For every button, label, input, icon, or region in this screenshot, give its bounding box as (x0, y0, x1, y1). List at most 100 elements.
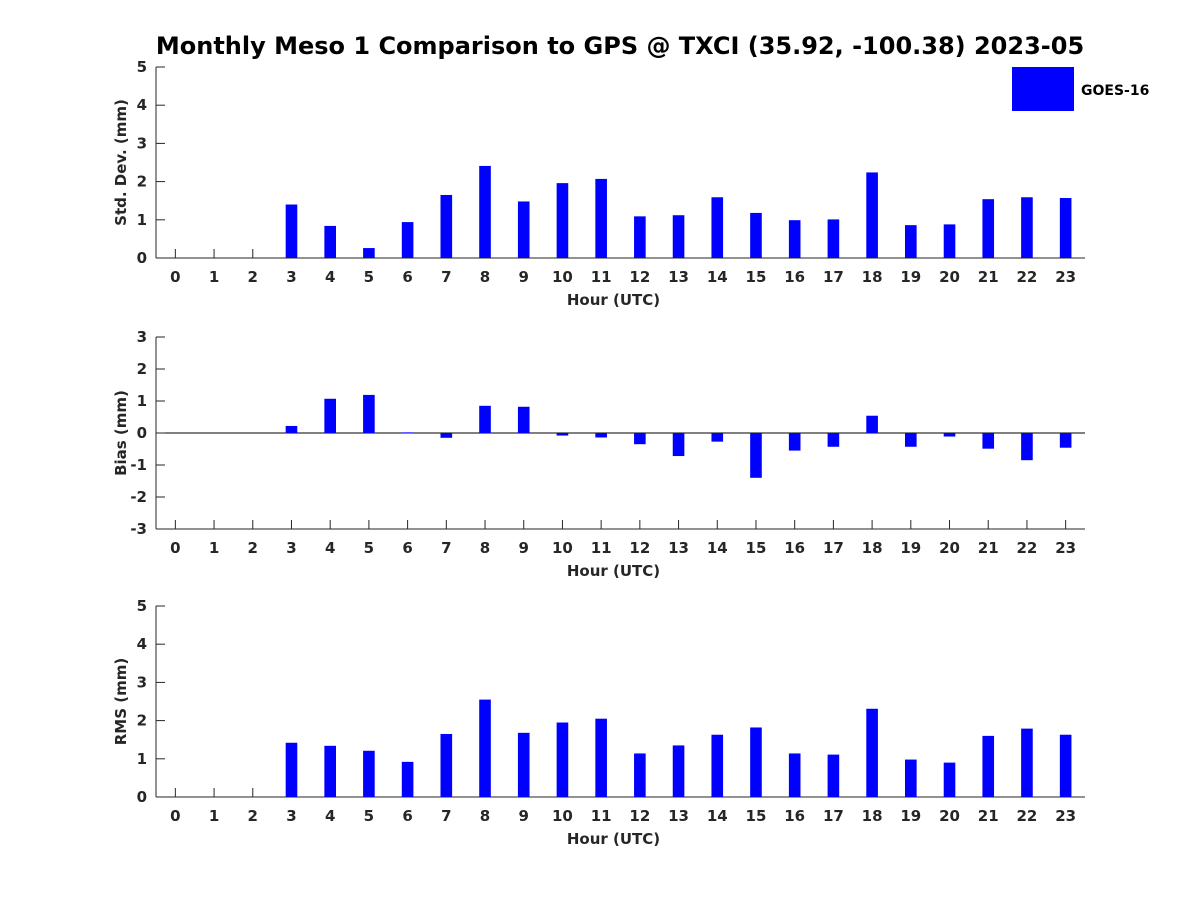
bias-x-tick-label: 6 (402, 539, 412, 557)
stddev-x-tick-label: 18 (862, 268, 883, 286)
stddev-x-tick-label: 20 (939, 268, 960, 286)
bias-x-tick-label: 3 (286, 539, 296, 557)
bias-bar-hour-17 (827, 433, 840, 447)
bias-bar-hour-14 (711, 433, 724, 442)
rms-x-tick-label: 10 (552, 807, 573, 825)
rms-x-tick-label: 19 (900, 807, 921, 825)
rms-x-tick-label: 7 (441, 807, 451, 825)
rms-x-tick-label: 20 (939, 807, 960, 825)
bias-x-tick-label: 16 (784, 539, 805, 557)
stddev-bar-hour-7 (440, 194, 453, 258)
rms-x-tick-label: 21 (978, 807, 999, 825)
stddev-y-axis-label: Std. Dev. (mm) (112, 99, 130, 226)
bias-x-tick-label: 1 (209, 539, 219, 557)
bias-x-tick-label: 4 (325, 539, 335, 557)
stddev-y-tick-label: 5 (137, 58, 147, 76)
rms-bar-hour-22 (1021, 728, 1033, 797)
rms-bar-hour-7 (440, 733, 453, 797)
legend-label: GOES-16 (1081, 83, 1149, 99)
rms-bar-hour-4 (324, 745, 336, 797)
stddev-bar-hour-3 (285, 204, 298, 258)
stddev-x-tick-label: 7 (441, 268, 451, 286)
rms-x-tick-label: 22 (1017, 807, 1038, 825)
rms-bar-hour-18 (866, 708, 878, 797)
stddev-x-tick-label: 23 (1055, 268, 1076, 286)
bias-bar-hour-10 (556, 433, 569, 436)
stddev-x-tick-label: 19 (900, 268, 921, 286)
stddev-bar-hour-19 (905, 225, 917, 258)
bias-y-tick-label: 2 (137, 360, 147, 378)
bias-bar-hour-19 (905, 433, 917, 447)
rms-bar-hour-5 (363, 750, 375, 797)
bias-x-tick-label: 11 (591, 539, 612, 557)
stddev-x-tick-label: 13 (668, 268, 689, 286)
stddev-x-tick-label: 16 (784, 268, 805, 286)
bias-y-tick-label: 3 (137, 328, 147, 346)
rms-y-tick-label: 3 (137, 673, 147, 691)
bias-x-tick-label: 13 (668, 539, 689, 557)
bias-x-axis-label: Hour (UTC) (567, 562, 660, 580)
bias-x-tick-label: 0 (170, 539, 180, 557)
stddev-bar-hour-15 (750, 212, 762, 258)
stddev-bar-hour-8 (479, 165, 491, 258)
rms-x-axis-label: Hour (UTC) (567, 830, 660, 848)
stddev-x-tick-label: 4 (325, 268, 335, 286)
bias-x-tick-label: 18 (862, 539, 883, 557)
bias-bar-hour-7 (440, 433, 453, 438)
bias-x-tick-label: 21 (978, 539, 999, 557)
stddev-bar-hour-4 (324, 225, 336, 258)
stddev-bar-hour-5 (363, 248, 375, 258)
bias-bar-hour-13 (672, 433, 685, 457)
stddev-bar-hour-14 (711, 197, 724, 258)
rms-x-tick-label: 13 (668, 807, 689, 825)
stddev-y-tick-label: 4 (137, 96, 147, 114)
rms-x-tick-label: 16 (784, 807, 805, 825)
bias-bar-hour-6 (401, 432, 414, 434)
rms-bar-hour-19 (905, 759, 917, 797)
stddev-bar-hour-12 (634, 216, 646, 258)
bias-y-tick-label: 0 (137, 424, 147, 442)
rms-bar-hour-15 (750, 727, 762, 797)
stddev-x-tick-label: 5 (364, 268, 374, 286)
bias-bar-hour-22 (1021, 433, 1033, 461)
bias-bar-hour-18 (866, 415, 878, 433)
bias-x-tick-label: 20 (939, 539, 960, 557)
stddev-x-tick-label: 14 (707, 268, 728, 286)
bias-x-tick-label: 9 (519, 539, 529, 557)
stddev-bar-hour-22 (1021, 197, 1033, 258)
stddev-bar-hour-17 (827, 219, 840, 258)
stddev-x-tick-label: 12 (629, 268, 650, 286)
rms-bar-hour-11 (595, 718, 607, 797)
chart-title: Monthly Meso 1 Comparison to GPS @ TXCI … (156, 32, 1084, 60)
bias-x-tick-label: 14 (707, 539, 728, 557)
bias-x-tick-label: 2 (248, 539, 258, 557)
rms-x-tick-label: 18 (862, 807, 883, 825)
rms-x-tick-label: 3 (286, 807, 296, 825)
stddev-bar-hour-9 (517, 201, 530, 258)
bias-bar-hour-5 (363, 394, 375, 433)
rms-bar-hour-9 (517, 732, 530, 797)
stddev-x-tick-label: 21 (978, 268, 999, 286)
rms-bar-hour-21 (982, 735, 995, 797)
rms-x-tick-label: 14 (707, 807, 728, 825)
rms-x-tick-label: 8 (480, 807, 490, 825)
rms-x-tick-label: 11 (591, 807, 612, 825)
bias-bar-hour-23 (1059, 433, 1072, 448)
bias-bar-hour-20 (943, 433, 956, 437)
rms-y-tick-label: 5 (137, 597, 147, 615)
stddev-x-tick-label: 22 (1017, 268, 1038, 286)
bias-x-tick-label: 23 (1055, 539, 1076, 557)
rms-x-tick-label: 12 (629, 807, 650, 825)
stddev-x-tick-label: 9 (519, 268, 529, 286)
bias-bar-hour-9 (517, 406, 530, 433)
legend-swatch (1012, 67, 1074, 111)
stddev-bar-hour-21 (982, 199, 995, 258)
bias-bar-hour-11 (595, 433, 607, 438)
rms-bar-hour-8 (479, 699, 491, 797)
stddev-bar-hour-11 (595, 178, 607, 258)
bias-x-tick-label: 8 (480, 539, 490, 557)
rms-x-tick-label: 4 (325, 807, 335, 825)
stddev-bar-hour-10 (556, 183, 569, 258)
stddev-x-tick-label: 6 (402, 268, 412, 286)
